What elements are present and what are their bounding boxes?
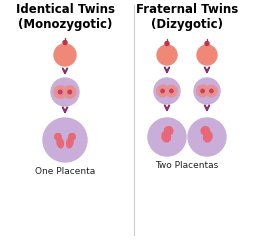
Text: Two Placentas: Two Placentas <box>155 161 219 170</box>
Ellipse shape <box>57 138 63 148</box>
Circle shape <box>55 134 61 140</box>
Circle shape <box>58 90 62 94</box>
Circle shape <box>64 86 76 98</box>
Circle shape <box>197 85 208 97</box>
Text: Identical Twins
(Monozygotic): Identical Twins (Monozygotic) <box>15 3 115 31</box>
Circle shape <box>201 89 204 93</box>
Circle shape <box>157 45 177 65</box>
Circle shape <box>68 90 72 94</box>
Circle shape <box>54 44 76 66</box>
Circle shape <box>69 134 75 140</box>
Ellipse shape <box>162 132 170 142</box>
Circle shape <box>54 86 66 98</box>
Circle shape <box>201 127 209 135</box>
Circle shape <box>164 127 173 135</box>
Circle shape <box>170 89 173 93</box>
Text: Fraternal Twins
(Dizygotic): Fraternal Twins (Dizygotic) <box>136 3 238 31</box>
Circle shape <box>197 45 217 65</box>
Circle shape <box>43 118 87 162</box>
Text: One Placenta: One Placenta <box>35 167 95 176</box>
Circle shape <box>210 89 213 93</box>
Circle shape <box>166 85 177 97</box>
Ellipse shape <box>203 132 212 142</box>
Circle shape <box>154 78 180 104</box>
Ellipse shape <box>67 138 73 148</box>
Circle shape <box>206 85 217 97</box>
Circle shape <box>69 134 75 140</box>
Circle shape <box>161 89 164 93</box>
Circle shape <box>201 127 209 135</box>
Circle shape <box>55 134 61 140</box>
Circle shape <box>164 127 173 135</box>
Circle shape <box>148 118 186 156</box>
Circle shape <box>165 42 169 46</box>
Circle shape <box>194 78 220 104</box>
Circle shape <box>157 85 168 97</box>
Circle shape <box>205 42 209 46</box>
Circle shape <box>51 78 79 106</box>
Circle shape <box>188 118 226 156</box>
Circle shape <box>63 41 67 44</box>
